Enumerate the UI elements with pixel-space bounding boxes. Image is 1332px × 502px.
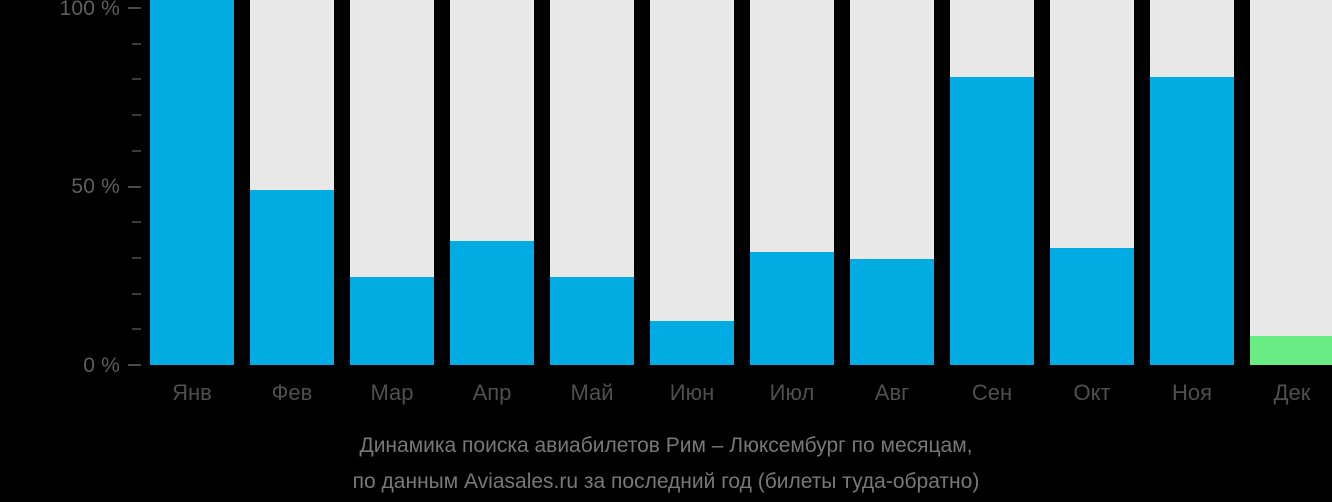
bar-track [1250, 0, 1332, 365]
y-axis-tick-mark-80 [132, 78, 141, 81]
y-axis-tick-mark-20 [132, 292, 141, 295]
bar-column[interactable] [550, 0, 634, 365]
y-axis: 100 % 50 % 0 % [0, 0, 150, 380]
bar-column[interactable] [150, 0, 234, 365]
x-axis-label: Янв [172, 380, 212, 405]
bar-fill [1150, 76, 1234, 365]
bar-track [650, 0, 734, 365]
caption-line-1: Динамика поиска авиабилетов Рим – Люксем… [359, 434, 973, 457]
x-axis-label: Апр [472, 380, 512, 405]
x-axis-label: Фев [271, 380, 313, 405]
y-axis-tick-label-100: 100 % [59, 0, 120, 20]
x-axis-label: Дек [1273, 380, 1311, 405]
y-axis-tick-mark-0 [128, 364, 141, 366]
x-axis-label: Мар [370, 380, 414, 405]
bar-fill [550, 277, 634, 365]
bar-column[interactable] [1150, 0, 1234, 365]
chart-caption: Динамика поиска авиабилетов Рим – Люксем… [0, 428, 1332, 500]
bar-fill [250, 189, 334, 365]
y-axis-tick-mark-100 [128, 7, 141, 9]
y-axis-tick-mark-30 [132, 256, 141, 259]
y-axis-tick-mark-70 [132, 114, 141, 117]
y-axis-tick-mark-50 [128, 185, 141, 188]
x-axis-label: Окт [1073, 380, 1111, 405]
y-axis-tick-mark-10 [132, 328, 141, 331]
caption-line-2: по данным Aviasales.ru за последний год … [352, 470, 980, 493]
bar-fill [750, 251, 834, 365]
bar-fill [450, 240, 534, 365]
x-axis: Янв Фев Мар Апр Май Июн Июл Авг Сен Окт Ноя Дек [150, 378, 1332, 412]
bar-column[interactable] [650, 0, 734, 365]
bar-column[interactable] [1050, 0, 1134, 365]
bar-column[interactable] [750, 0, 834, 365]
bar-fill [1250, 335, 1332, 365]
bar-fill [850, 259, 934, 365]
bar-column[interactable] [250, 0, 334, 365]
bar-fill [350, 277, 434, 365]
bar-fill [650, 321, 734, 365]
x-axis-label: Июл [769, 380, 815, 405]
x-axis-label: Сен [971, 380, 1013, 405]
y-axis-tick-mark-60 [132, 149, 141, 152]
bar-column[interactable] [450, 0, 534, 365]
x-axis-label: Авг [874, 380, 910, 405]
bar-fill [1050, 248, 1134, 365]
bar-column[interactable] [950, 0, 1034, 365]
y-axis-tick-mark-90 [132, 42, 141, 45]
x-axis-label: Май [570, 380, 614, 405]
y-axis-tick-label-50: 50 % [71, 175, 120, 198]
plot-area [150, 0, 1332, 365]
x-axis-label: Ноя [1171, 380, 1213, 405]
bar-column[interactable] [350, 0, 434, 365]
bar-column[interactable] [850, 0, 934, 365]
bar-fill [150, 0, 234, 365]
y-axis-tick-mark-40 [132, 221, 141, 224]
bar-column[interactable] [1250, 0, 1332, 365]
bar-fill [950, 76, 1034, 365]
y-axis-tick-label-0: 0 % [83, 353, 120, 377]
x-axis-label: Июн [669, 380, 715, 405]
